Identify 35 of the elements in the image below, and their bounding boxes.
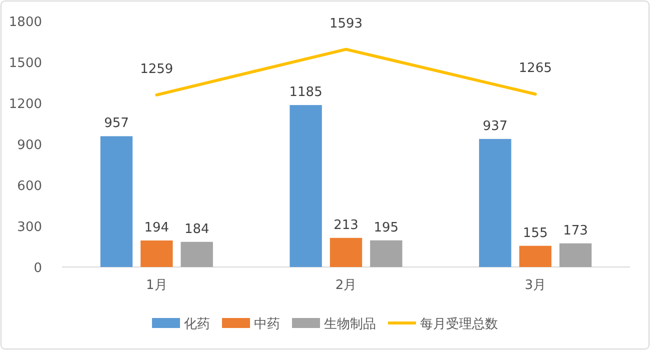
data-label: 1185 bbox=[289, 85, 322, 100]
data-label: 957 bbox=[104, 116, 129, 132]
data-label: 1259 bbox=[140, 62, 174, 77]
bar bbox=[290, 105, 322, 267]
x-tick-label: 1月 bbox=[146, 278, 168, 293]
legend-label: 每月受理总数 bbox=[420, 317, 498, 332]
y-tick-label: 900 bbox=[17, 138, 42, 153]
data-label: 194 bbox=[144, 220, 170, 236]
bar bbox=[559, 243, 592, 267]
x-tick-label: 2月 bbox=[335, 278, 357, 293]
legend-label: 中药 bbox=[254, 317, 280, 332]
x-tick-label: 3月 bbox=[524, 278, 546, 293]
legend-label: 生物制品 bbox=[324, 317, 376, 332]
data-label: 195 bbox=[374, 220, 399, 236]
bar bbox=[140, 240, 173, 267]
bar bbox=[180, 242, 213, 267]
y-tick-label: 300 bbox=[17, 220, 42, 235]
bar bbox=[100, 136, 133, 267]
data-label: 937 bbox=[482, 118, 508, 134]
y-tick-label: 600 bbox=[17, 179, 42, 194]
data-label: 173 bbox=[563, 223, 588, 238]
legend-label: 化药 bbox=[184, 317, 210, 332]
data-label: 155 bbox=[522, 226, 548, 241]
bar bbox=[370, 240, 402, 267]
y-tick-label: 1800 bbox=[8, 15, 42, 30]
data-label: 1593 bbox=[329, 16, 363, 32]
data-label: 213 bbox=[334, 218, 358, 233]
y-tick-label: 1200 bbox=[8, 97, 42, 112]
bar bbox=[330, 238, 362, 267]
bar bbox=[519, 246, 552, 267]
data-label: 184 bbox=[184, 222, 210, 237]
y-tick-label: 0 bbox=[34, 261, 42, 276]
data-label: 1265 bbox=[518, 61, 552, 76]
y-tick-label: 1500 bbox=[8, 56, 42, 71]
bar bbox=[479, 138, 512, 267]
